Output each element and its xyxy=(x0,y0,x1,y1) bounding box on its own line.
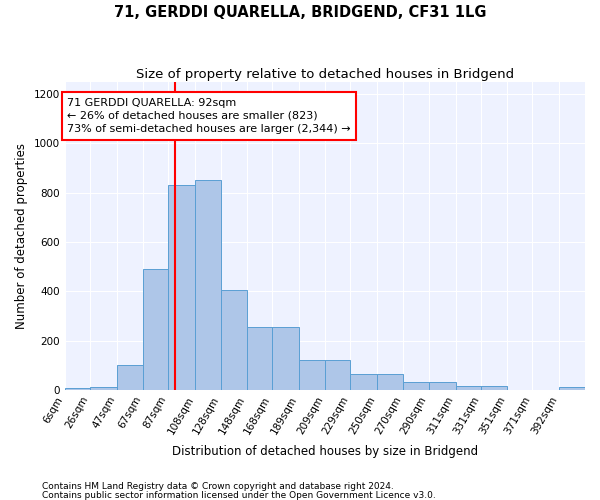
Bar xyxy=(377,374,403,390)
X-axis label: Distribution of detached houses by size in Bridgend: Distribution of detached houses by size … xyxy=(172,444,478,458)
Bar xyxy=(428,382,455,390)
Bar xyxy=(559,388,585,390)
Y-axis label: Number of detached properties: Number of detached properties xyxy=(15,142,28,328)
Bar xyxy=(143,269,169,390)
Bar xyxy=(481,386,507,390)
Bar xyxy=(196,180,221,390)
Bar xyxy=(350,374,377,390)
Text: Contains HM Land Registry data © Crown copyright and database right 2024.: Contains HM Land Registry data © Crown c… xyxy=(42,482,394,491)
Bar xyxy=(325,360,350,390)
Bar xyxy=(90,387,117,390)
Bar xyxy=(455,386,481,390)
Bar xyxy=(299,360,325,390)
Bar xyxy=(221,290,247,390)
Text: Contains public sector information licensed under the Open Government Licence v3: Contains public sector information licen… xyxy=(42,490,436,500)
Bar xyxy=(247,327,272,390)
Bar xyxy=(403,382,428,390)
Bar xyxy=(117,365,143,390)
Text: 71 GERDDI QUARELLA: 92sqm
← 26% of detached houses are smaller (823)
73% of semi: 71 GERDDI QUARELLA: 92sqm ← 26% of detac… xyxy=(67,98,351,134)
Text: 71, GERDDI QUARELLA, BRIDGEND, CF31 1LG: 71, GERDDI QUARELLA, BRIDGEND, CF31 1LG xyxy=(114,5,486,20)
Bar xyxy=(272,327,299,390)
Bar xyxy=(169,185,196,390)
Bar xyxy=(65,388,90,390)
Title: Size of property relative to detached houses in Bridgend: Size of property relative to detached ho… xyxy=(136,68,514,80)
